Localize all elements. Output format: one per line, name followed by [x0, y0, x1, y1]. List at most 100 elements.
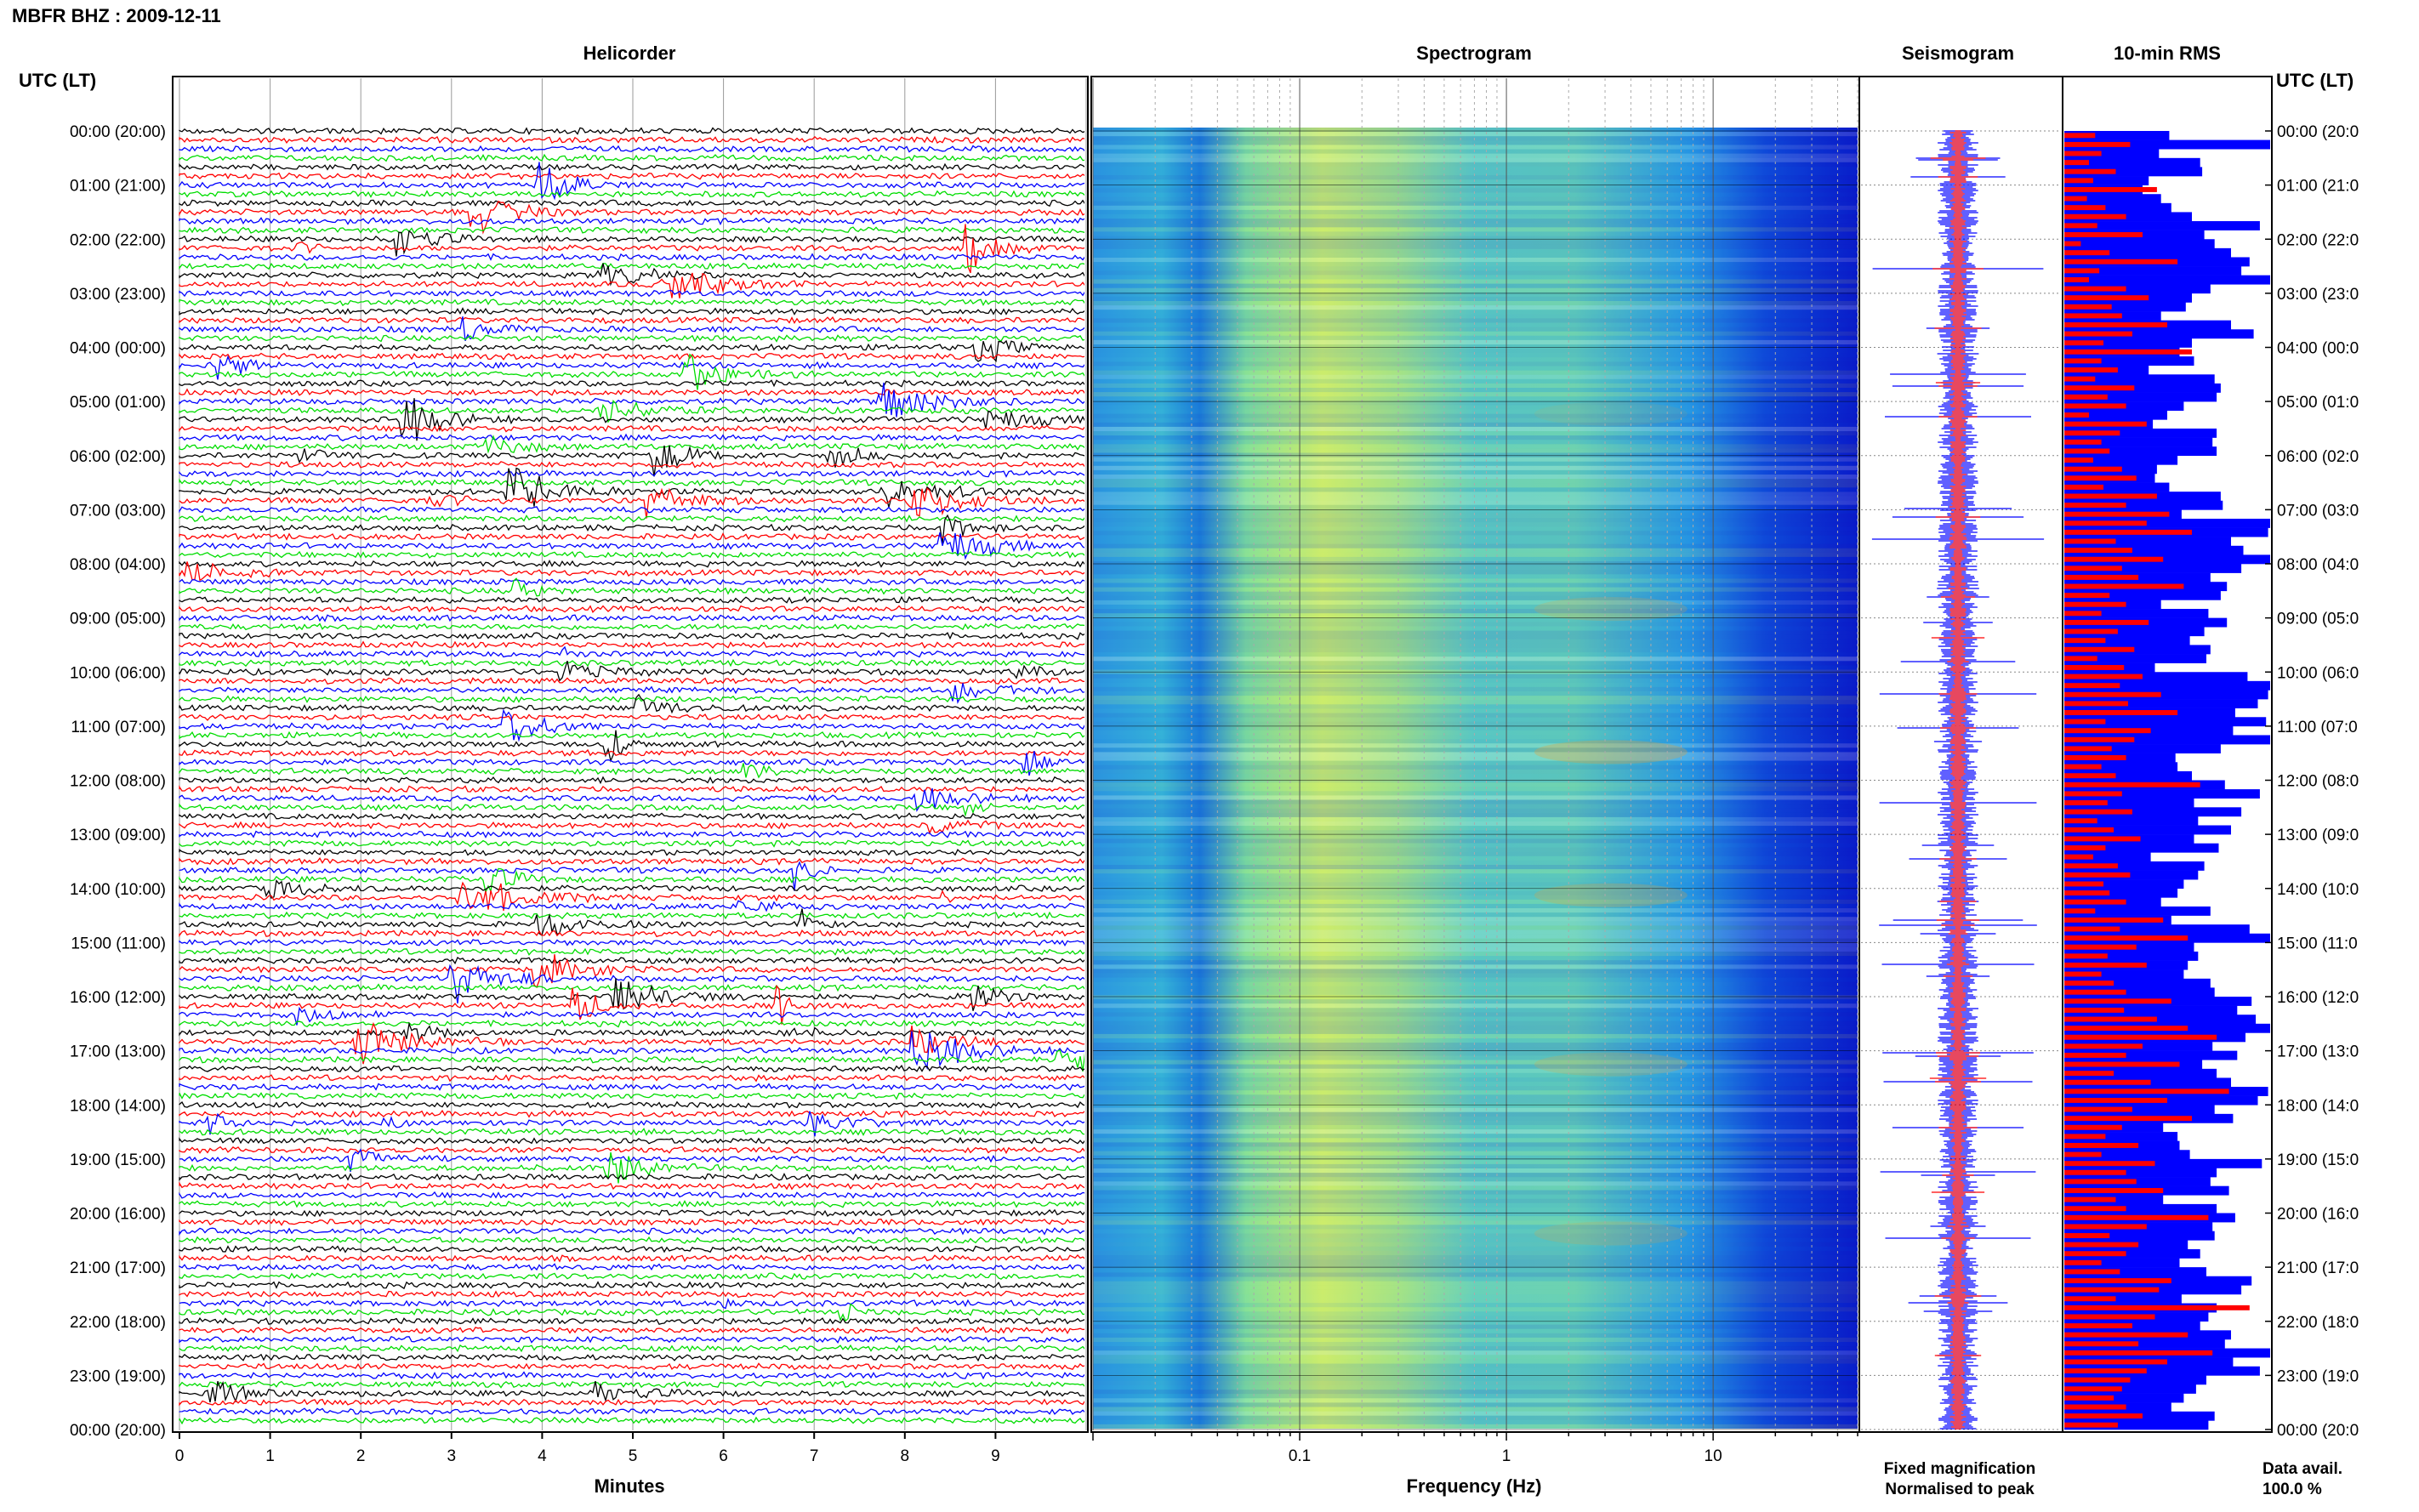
helicorder-trace: [179, 683, 1084, 704]
spectrogram-row: [1093, 595, 1858, 600]
spectrogram-row: [1093, 339, 1858, 344]
spectrogram-row: [1093, 314, 1858, 319]
spectrogram-energy: [1534, 597, 1688, 622]
spectrogram-row: [1093, 1120, 1858, 1125]
spectrogram-row: [1093, 539, 1858, 544]
spectrogram-row: [1093, 492, 1858, 497]
rms-bar-normalised: [2064, 583, 2184, 589]
helicorder-x-tick-label: 1: [265, 1447, 275, 1465]
helicorder-trace: [179, 632, 1084, 640]
spectrogram-row: [1093, 1264, 1858, 1269]
rms-bar-normalised: [2064, 656, 2097, 662]
spectrogram-row: [1093, 899, 1858, 904]
rms-bar-normalised: [2064, 619, 2149, 625]
time-tick-label-right: 05:00 (01:0: [2277, 394, 2359, 412]
seismogram-normalised-trace: [1929, 130, 1987, 1430]
helicorder-trace: [179, 262, 1084, 270]
spectrogram-row: [1093, 1285, 1858, 1290]
helicorder-trace: [179, 954, 1084, 989]
spectrogram-row: [1093, 301, 1858, 306]
spectrogram-row: [1093, 665, 1858, 670]
seismogram-grid: [1861, 130, 2061, 1430]
rms-bar-fixed: [2064, 1050, 2238, 1060]
helicorder-trace: [179, 561, 1084, 582]
helicorder-trace: [179, 640, 1084, 649]
spectrogram-row: [1093, 1103, 1858, 1108]
helicorder-trace: [179, 200, 1084, 235]
helicorder-trace: [179, 1173, 1084, 1181]
helicorder-trace: [179, 1218, 1084, 1226]
station-title: MBFR BHZ : 2009-12-11: [12, 5, 221, 26]
helicorder-trace: [179, 550, 1084, 559]
spectrogram-row: [1093, 214, 1858, 219]
rms-bar-normalised: [2064, 151, 2102, 156]
spectrogram-row: [1093, 843, 1858, 848]
spectrogram-row: [1093, 1207, 1858, 1212]
spectrogram-row: [1093, 457, 1858, 462]
spectrogram-row: [1093, 725, 1858, 730]
rms-bars: [2064, 130, 2272, 1430]
spectrogram-row: [1093, 1202, 1858, 1208]
rms-bar-fixed: [2064, 672, 2248, 682]
spectrogram-row: [1093, 756, 1858, 761]
rms-bar-fixed: [2064, 410, 2167, 420]
spectrogram-row: [1093, 986, 1858, 991]
spectrogram-row: [1093, 283, 1858, 288]
spectrogram-row: [1093, 826, 1858, 831]
legend-normalised: Normalised to peak: [1885, 1481, 2035, 1498]
helicorder-trace: [179, 316, 1084, 342]
helicorder-title: Helicorder: [583, 43, 676, 64]
rms-bar-normalised: [2064, 141, 2131, 147]
spectrogram-row: [1093, 1151, 1858, 1156]
spectrogram-row: [1093, 253, 1858, 258]
spectrogram-row: [1093, 903, 1858, 908]
spectrogram-row: [1093, 1185, 1858, 1191]
spectrogram-row: [1093, 1390, 1858, 1395]
spectrogram-row: [1093, 244, 1858, 249]
helicorder-trace: [179, 1049, 1084, 1072]
spectrogram-row: [1093, 995, 1858, 1000]
helicorder-trace: [179, 938, 1084, 947]
spectrogram-row: [1093, 1407, 1858, 1412]
rms-bar-normalised: [2064, 466, 2122, 472]
helicorder-trace: [179, 1335, 1084, 1344]
spectrogram-row: [1093, 1293, 1858, 1299]
spectrogram-row: [1093, 952, 1858, 957]
helicorder-trace: [179, 190, 1084, 198]
rms-bar-fixed: [2064, 176, 2149, 185]
spectrogram-row: [1093, 1233, 1858, 1238]
rms-bar-normalised: [2064, 926, 2120, 932]
time-tick-label-right: 10:00 (06:0: [2277, 664, 2359, 682]
spectrogram-row: [1093, 1272, 1858, 1277]
rms-bar-normalised: [2064, 1386, 2122, 1392]
spectrogram-row: [1093, 830, 1858, 835]
helicorder-trace: [179, 1148, 1084, 1173]
spectrogram-row: [1093, 969, 1858, 974]
spectrogram-row: [1093, 860, 1858, 865]
rms-bar-normalised: [2064, 593, 2110, 599]
spectrogram-row: [1093, 609, 1858, 614]
spectrogram-row: [1093, 1212, 1858, 1217]
rms-bar-fixed: [2064, 247, 2231, 258]
time-tick-label-right: 14:00 (10:0: [2277, 881, 2359, 899]
rms-bar-normalised: [2064, 439, 2102, 445]
time-tick-label: 16:00 (12:00): [70, 989, 166, 1007]
spectrogram-row: [1093, 908, 1858, 913]
spectrogram-row: [1093, 1307, 1858, 1312]
rms-bar-normalised: [2064, 1368, 2147, 1374]
helicorder-trace: [179, 514, 1084, 544]
spectrogram-row: [1093, 1320, 1858, 1325]
rms-bar-fixed: [2064, 762, 2178, 772]
rms-bar-fixed: [2064, 356, 2194, 366]
rms-bar-fixed: [2064, 202, 2171, 213]
spectrogram-row: [1093, 383, 1858, 388]
spectrogram-row: [1093, 769, 1858, 774]
helicorder-x-tick-label: 2: [356, 1447, 366, 1465]
spectrogram-row: [1093, 808, 1858, 813]
spectrogram-row: [1093, 392, 1858, 397]
rms-bar-normalised: [2064, 178, 2093, 184]
spectrogram-row: [1093, 1111, 1858, 1117]
rms-bar-normalised: [2064, 691, 2161, 697]
rms-bar-normalised: [2064, 1278, 2171, 1283]
rms-bar-fixed: [2064, 1393, 2184, 1403]
